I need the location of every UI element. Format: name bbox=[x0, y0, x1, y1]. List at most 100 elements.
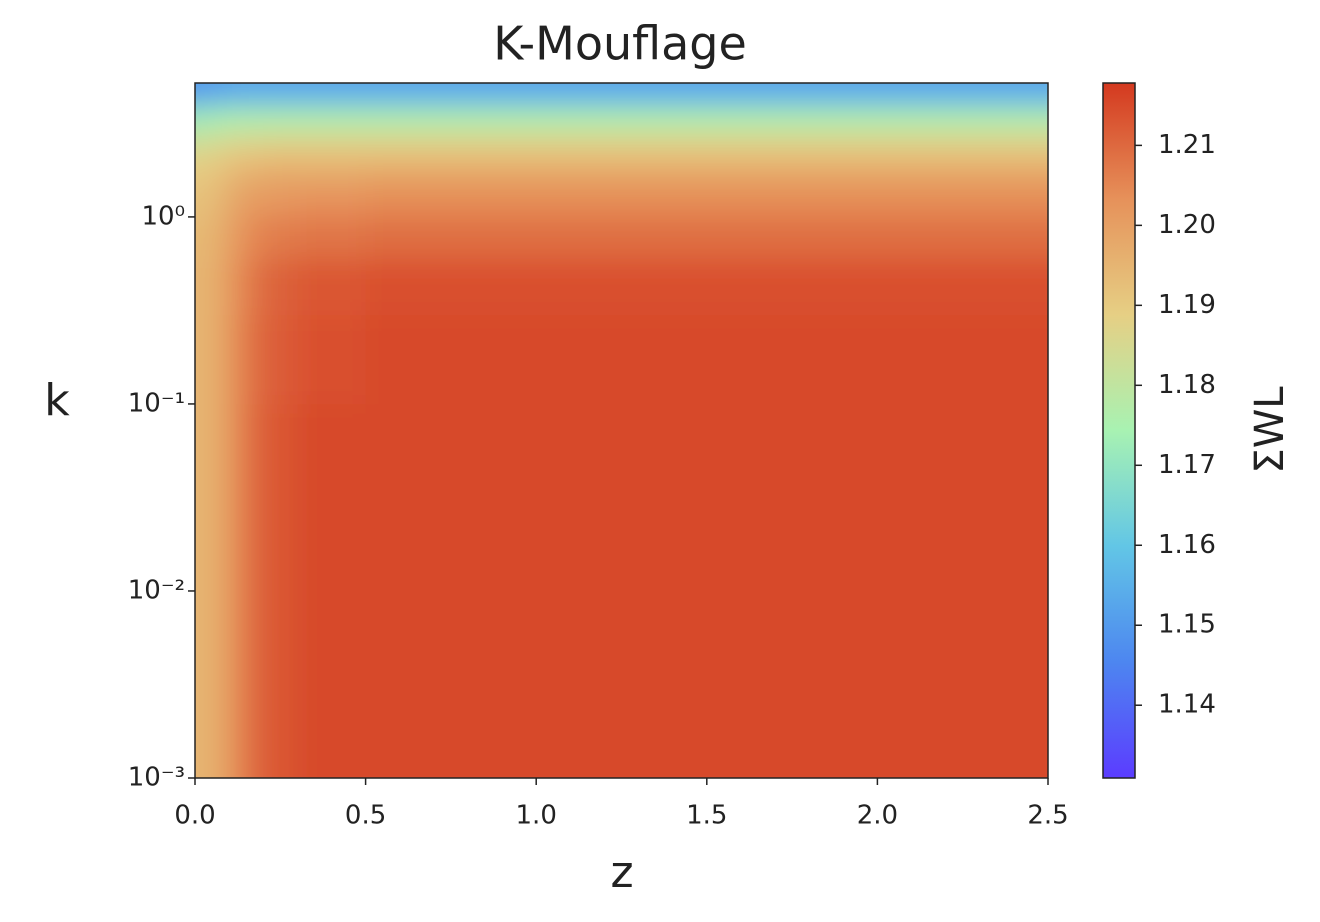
heatmap-cell bbox=[229, 127, 247, 143]
heatmap-cell bbox=[212, 142, 230, 162]
heatmap-cell bbox=[365, 160, 537, 185]
heatmap-cell bbox=[297, 183, 367, 218]
heatmap-cell bbox=[195, 314, 213, 405]
y-tick-label: 10⁻² bbox=[128, 575, 185, 605]
heatmap-cell bbox=[229, 314, 247, 405]
heatmap-cell bbox=[706, 216, 878, 259]
heatmap-cell bbox=[365, 590, 537, 778]
heatmap-cell bbox=[229, 183, 247, 218]
heatmap-cell bbox=[212, 160, 230, 185]
heatmap-cell bbox=[195, 216, 213, 259]
x-tick-label: 0.5 bbox=[345, 801, 386, 831]
heatmap-cell bbox=[877, 160, 1048, 185]
heatmap-cell bbox=[246, 590, 264, 778]
heatmap-cell bbox=[263, 403, 298, 592]
x-tick-label: 1.0 bbox=[516, 801, 557, 831]
heatmap-cell bbox=[263, 590, 298, 778]
heatmap-cell bbox=[536, 216, 708, 259]
chart-title: K-Mouflage bbox=[493, 17, 747, 71]
heatmap-cell bbox=[877, 314, 1048, 405]
colorbar-tick-label: 1.15 bbox=[1158, 610, 1216, 640]
heatmap-cell bbox=[297, 83, 367, 105]
heatmap-cell bbox=[706, 590, 878, 778]
heatmap-cell bbox=[195, 183, 213, 218]
heatmap-cell bbox=[297, 403, 367, 592]
y-axis-title: k bbox=[44, 375, 70, 426]
heatmap-cell bbox=[706, 183, 878, 218]
heatmap-cell bbox=[536, 104, 708, 129]
heatmap-cell bbox=[263, 314, 298, 405]
heatmap-cell bbox=[536, 142, 708, 162]
x-tick-label: 1.5 bbox=[686, 801, 727, 831]
heatmap-cell bbox=[263, 142, 298, 162]
colorbar bbox=[1102, 82, 1136, 779]
heatmap bbox=[195, 83, 1048, 778]
y-tick-label: 10⁰ bbox=[141, 201, 185, 231]
heatmap-cell bbox=[536, 403, 708, 592]
colorbar-tick-label: 1.19 bbox=[1158, 290, 1216, 320]
heatmap-cell bbox=[536, 183, 708, 218]
heatmap-cell bbox=[877, 127, 1048, 143]
heatmap-cell bbox=[246, 142, 264, 162]
heatmap-cell bbox=[706, 258, 878, 316]
heatmap-cell bbox=[229, 160, 247, 185]
heatmap-cell bbox=[365, 183, 537, 218]
heatmap-cell bbox=[706, 104, 878, 129]
x-tick-label: 0.0 bbox=[174, 801, 215, 831]
heatmap-cell bbox=[877, 258, 1048, 316]
heatmap-cell bbox=[195, 160, 213, 185]
heatmap-cell bbox=[263, 183, 298, 218]
heatmap-cell bbox=[195, 590, 213, 778]
heatmap-cell bbox=[246, 258, 264, 316]
heatmap-cell bbox=[229, 142, 247, 162]
colorbar-tick-label: 1.17 bbox=[1158, 450, 1216, 480]
heatmap-cell bbox=[246, 216, 264, 259]
heatmap-cell bbox=[297, 127, 367, 143]
heatmap-cell bbox=[297, 258, 367, 316]
heatmap-cell bbox=[365, 216, 537, 259]
x-tick-label: 2.0 bbox=[857, 801, 898, 831]
heatmap-cell bbox=[365, 127, 537, 143]
heatmap-cell bbox=[212, 104, 230, 129]
heatmap-cell bbox=[263, 258, 298, 316]
heatmap-cell bbox=[229, 216, 247, 259]
heatmap-cell bbox=[229, 590, 247, 778]
heatmap-cell bbox=[877, 83, 1048, 105]
heatmap-cell bbox=[246, 83, 264, 105]
heatmap-cell bbox=[877, 104, 1048, 129]
heatmap-cell bbox=[212, 183, 230, 218]
heatmap-cell bbox=[263, 104, 298, 129]
heatmap-cell bbox=[706, 127, 878, 143]
colorbar-tick-label: 1.14 bbox=[1158, 690, 1216, 720]
heatmap-cell bbox=[365, 104, 537, 129]
heatmap-cell bbox=[877, 142, 1048, 162]
heatmap-cell bbox=[877, 403, 1048, 592]
heatmap-cell bbox=[536, 127, 708, 143]
y-tick-label: 10⁻³ bbox=[128, 763, 185, 793]
heatmap-cell bbox=[212, 216, 230, 259]
colorbar-tick-label: 1.16 bbox=[1158, 530, 1216, 560]
colorbar-tick-label: 1.20 bbox=[1158, 210, 1216, 240]
heatmap-cell bbox=[536, 314, 708, 405]
heatmap-cell bbox=[246, 314, 264, 405]
heatmap-cell bbox=[877, 590, 1048, 778]
heatmap-cell bbox=[706, 160, 878, 185]
heatmap-cell bbox=[195, 83, 213, 105]
heatmap-cell bbox=[229, 104, 247, 129]
heatmap-cell bbox=[229, 258, 247, 316]
heatmap-cell bbox=[212, 590, 230, 778]
y-tick-label: 10⁻¹ bbox=[128, 388, 185, 418]
heatmap-cell bbox=[212, 314, 230, 405]
x-axis-title: z bbox=[610, 847, 633, 898]
heatmap-cell bbox=[365, 83, 537, 105]
heatmap-cell bbox=[263, 83, 298, 105]
heatmap-cell bbox=[263, 160, 298, 185]
heatmap-cell bbox=[212, 127, 230, 143]
heatmap-cell bbox=[536, 258, 708, 316]
colorbar-tick-label: 1.18 bbox=[1158, 370, 1216, 400]
colorbar-tick-label: 1.21 bbox=[1158, 130, 1216, 160]
plot-frame bbox=[194, 82, 1049, 779]
heatmap-cell bbox=[195, 127, 213, 143]
heatmap-cell bbox=[877, 216, 1048, 259]
